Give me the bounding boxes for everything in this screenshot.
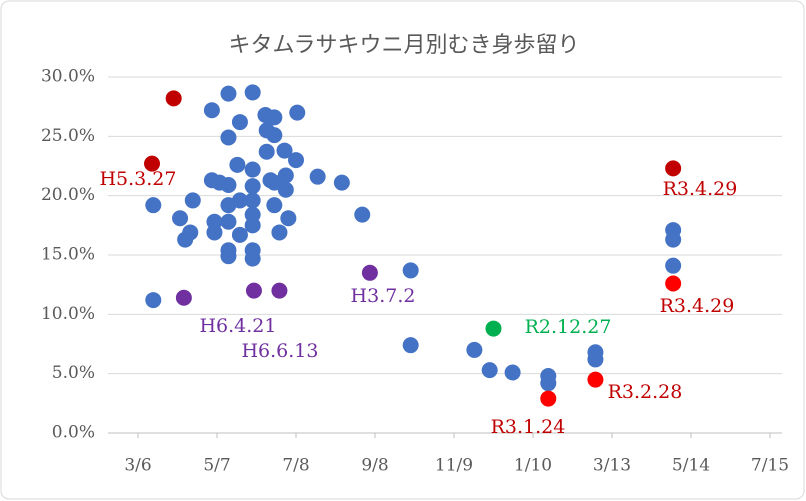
point (540, 390, 557, 407)
point (504, 364, 521, 381)
point (665, 257, 682, 274)
point (244, 192, 261, 209)
point (665, 275, 682, 292)
chart-title: キタムラサキウニ月別むき身歩留り (229, 33, 580, 58)
point (244, 217, 261, 234)
x-tick-label: 7/15 (751, 456, 789, 476)
annotation: R3.2.28 (608, 381, 683, 403)
point (220, 248, 237, 265)
point (220, 176, 237, 193)
y-tick-label: 15.0% (41, 245, 95, 265)
y-tick-label: 10.0% (41, 304, 95, 324)
point (172, 210, 189, 227)
point (231, 192, 248, 209)
x-tick-label: 3/13 (593, 456, 631, 476)
point (203, 102, 220, 119)
point (266, 127, 283, 144)
y-tick-label: 25.0% (41, 126, 95, 146)
annotation: H5.3.27 (99, 168, 176, 190)
point (266, 174, 283, 191)
point (182, 224, 199, 241)
point (231, 226, 248, 243)
point (481, 362, 498, 379)
x-tick-label: 3/6 (124, 456, 151, 476)
point (145, 197, 162, 214)
point (288, 152, 304, 169)
point (165, 90, 182, 107)
point (309, 168, 326, 185)
point (587, 371, 604, 388)
point (280, 210, 297, 227)
point (333, 174, 350, 191)
point (361, 264, 378, 281)
point (289, 104, 306, 121)
annotation: R2.12.27 (525, 316, 612, 338)
x-tick-label: 5/7 (203, 456, 230, 476)
point (244, 161, 261, 178)
x-tick-label: 11/9 (435, 456, 473, 476)
point (402, 337, 419, 354)
point (665, 231, 682, 248)
y-tick-label: 30.0% (41, 67, 95, 87)
point (175, 289, 192, 306)
point (277, 181, 294, 198)
point (231, 114, 248, 131)
annotation: H6.6.13 (241, 340, 318, 362)
point (277, 167, 294, 184)
point (587, 351, 604, 368)
point (229, 156, 246, 173)
point (220, 129, 237, 146)
point (266, 109, 283, 126)
point (485, 320, 502, 337)
y-tick-label: 0.0% (52, 423, 95, 443)
point (145, 292, 162, 309)
annotation: R3.1.24 (491, 416, 566, 438)
annotation: H6.4.21 (199, 315, 276, 337)
x-tick-label: 5/14 (672, 456, 710, 476)
annotation: R3.4.29 (660, 295, 735, 317)
point (258, 143, 275, 160)
y-tick-label: 20.0% (41, 185, 95, 205)
point (220, 85, 237, 102)
point (402, 262, 419, 279)
point (144, 155, 161, 172)
x-tick-label: 9/8 (361, 456, 388, 476)
point (466, 341, 483, 358)
point (276, 142, 293, 159)
y-tick-label: 5.0% (52, 363, 95, 383)
point (184, 192, 201, 209)
point (244, 84, 261, 101)
x-tick-label: 1/10 (514, 456, 552, 476)
point (665, 160, 682, 177)
point (271, 224, 288, 241)
point (540, 375, 557, 392)
point (220, 213, 237, 230)
point (245, 282, 262, 299)
point (271, 282, 288, 299)
x-tick-label: 7/8 (282, 456, 309, 476)
point (354, 206, 371, 223)
point (244, 250, 261, 267)
point (206, 224, 223, 241)
annotation: H3.7.2 (351, 285, 416, 307)
annotation: R3.4.29 (663, 178, 738, 200)
point (266, 197, 283, 214)
point (244, 178, 261, 195)
